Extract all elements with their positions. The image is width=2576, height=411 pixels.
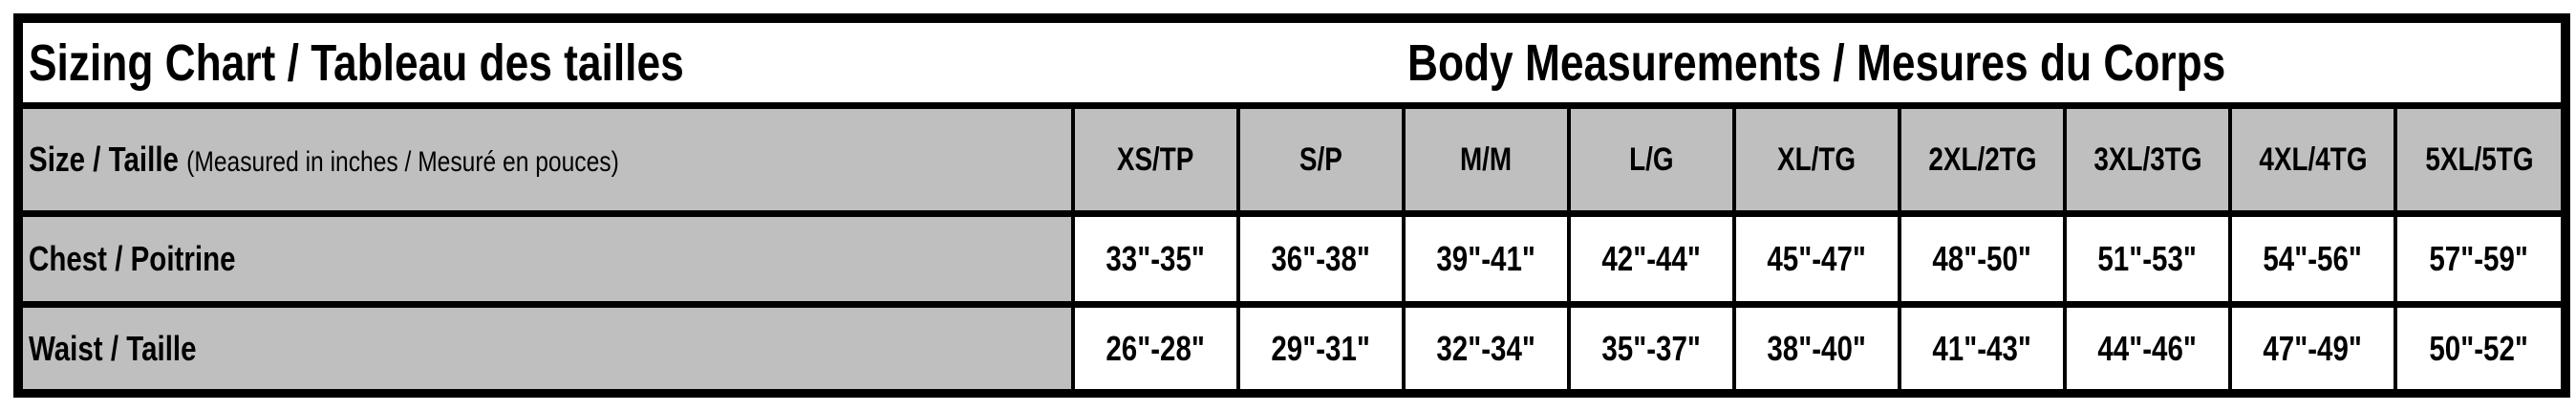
measurement-value: 39"-41" — [1436, 239, 1536, 278]
size-header-cell: XS/TP — [1071, 103, 1240, 217]
title-row: Sizing Chart / Tableau des tailles Body … — [23, 23, 2561, 109]
size-label: S/P — [1299, 141, 1342, 178]
measurement-value: 33"-35" — [1106, 239, 1206, 278]
measurement-value: 47"-49" — [2263, 328, 2363, 368]
measurement-cell: 45"-47" — [1732, 211, 1901, 308]
measurement-value: 41"-43" — [1932, 328, 2032, 368]
section-title: Body Measurements / Mesures du Corps — [1073, 23, 2561, 109]
measurement-cell: 26"-28" — [1071, 302, 1240, 389]
measurement-cell: 47"-49" — [2228, 302, 2397, 389]
measurement-cell: 54"-56" — [2228, 211, 2397, 308]
size-header-cell: XL/TG — [1732, 103, 1901, 217]
measurement-note: (Measured in inches / Mesuré en pouces) — [186, 146, 619, 178]
measurement-cell: 35"-37" — [1567, 302, 1736, 389]
measurement-value: 35"-37" — [1601, 328, 1702, 368]
size-label: M/M — [1460, 141, 1513, 178]
size-label: L/G — [1629, 141, 1674, 178]
size-label: XS/TP — [1117, 141, 1194, 178]
sizing-table: Sizing Chart / Tableau des tailles Body … — [23, 23, 2561, 389]
waist-row: Waist / Taille 26"-28" 29"-31" 32"-34" 35"-… — [23, 302, 2561, 389]
measurement-value: 36"-38" — [1271, 239, 1371, 278]
sizing-chart: Sizing Chart / Tableau des tailles Body … — [13, 13, 2570, 398]
size-row-label: Size / Taille (Measured in inches / Mesu… — [23, 103, 1075, 217]
measurement-cell: 38"-40" — [1732, 302, 1901, 389]
measurement-value: 50"-52" — [2429, 328, 2529, 368]
measurement-cell: 39"-41" — [1402, 211, 1571, 308]
size-header-cell: 2XL/2TG — [1898, 103, 2067, 217]
measurement-cell: 36"-38" — [1236, 211, 1406, 308]
size-header-cell: 4XL/4TG — [2228, 103, 2397, 217]
measurement-cell: 48"-50" — [1898, 211, 2067, 308]
size-label-wrap: Size / Taille (Measured in inches / Mesu… — [29, 140, 619, 180]
chart-title: Sizing Chart / Tableau des tailles — [23, 23, 1073, 109]
section-title-text: Body Measurements / Mesures du Corps — [1407, 33, 2226, 92]
measurement-cell: 41"-43" — [1898, 302, 2067, 389]
size-label: 2XL/2TG — [1927, 141, 2037, 178]
measurement-value: 57"-59" — [2429, 239, 2529, 278]
row-label: Waist / Taille — [23, 302, 1075, 389]
measurement-cell: 51"-53" — [2063, 211, 2232, 308]
size-header-cell: M/M — [1402, 103, 1571, 217]
size-label: 4XL/4TG — [2258, 141, 2368, 178]
size-label: XL/TG — [1777, 141, 1857, 178]
measurement-cell: 33"-35" — [1071, 211, 1240, 308]
size-header-cell: 3XL/3TG — [2063, 103, 2232, 217]
measurement-value: 38"-40" — [1767, 328, 1867, 368]
measurement-value: 26"-28" — [1106, 328, 1206, 368]
size-label: Size / Taille — [29, 140, 179, 179]
measurement-value: 42"-44" — [1601, 239, 1702, 278]
measurement-value: 48"-50" — [1932, 239, 2032, 278]
chest-label: Chest / Poitrine — [29, 239, 236, 278]
size-label: 3XL/3TG — [2093, 141, 2202, 178]
row-label: Chest / Poitrine — [23, 211, 1075, 308]
size-header-cell: S/P — [1236, 103, 1406, 217]
measurement-cell: 29"-31" — [1236, 302, 1406, 389]
measurement-cell: 44"-46" — [2063, 302, 2232, 389]
measurement-value: 45"-47" — [1767, 239, 1867, 278]
waist-label: Waist / Taille — [29, 328, 197, 368]
measurement-cell: 50"-52" — [2394, 302, 2561, 389]
size-header-cell: L/G — [1567, 103, 1736, 217]
measurement-value: 32"-34" — [1436, 328, 1536, 368]
size-header-row: Size / Taille (Measured in inches / Mesu… — [23, 103, 2561, 217]
measurement-value: 29"-31" — [1271, 328, 1371, 368]
measurement-value: 54"-56" — [2263, 239, 2363, 278]
measurement-cell: 32"-34" — [1402, 302, 1571, 389]
measurement-cell: 42"-44" — [1567, 211, 1736, 308]
chest-row: Chest / Poitrine 33"-35" 36"-38" 39"-41" 42… — [23, 211, 2561, 308]
chart-title-text: Sizing Chart / Tableau des tailles — [29, 33, 684, 92]
size-label: 5XL/5TG — [2424, 141, 2534, 178]
measurement-value: 51"-53" — [2097, 239, 2198, 278]
measurement-value: 44"-46" — [2097, 328, 2198, 368]
measurement-cell: 57"-59" — [2394, 211, 2561, 308]
size-header-cell: 5XL/5TG — [2394, 103, 2561, 217]
